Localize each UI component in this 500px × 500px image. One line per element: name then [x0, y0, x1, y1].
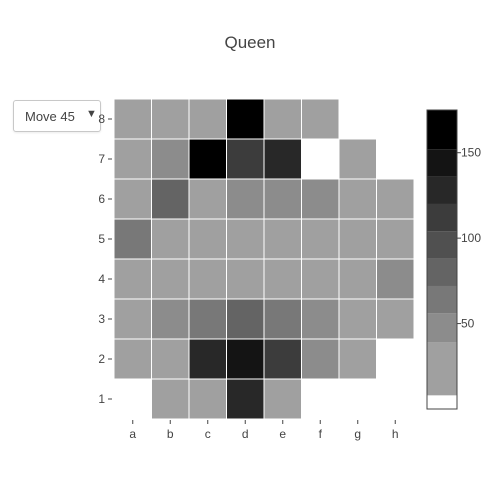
heatmap-cell-g2 [338, 338, 377, 380]
heatmap-cell-e7 [263, 138, 302, 180]
heatmap-cell-d1 [226, 378, 265, 420]
colorbar-segment [427, 313, 457, 343]
heatmap-cell-b5 [151, 218, 190, 260]
y-tick-label: 5 [98, 232, 105, 246]
heatmap-cell-c5 [188, 218, 227, 260]
heatmap-cell-d3 [226, 298, 265, 340]
heatmap-cell-d4 [226, 258, 265, 300]
colorbar-segment [427, 342, 457, 396]
colorbar-segment [427, 149, 457, 177]
y-axis-ticks: 1 2 3 4 5 6 7 8 [98, 112, 112, 406]
heatmap-cell-a3 [113, 298, 152, 340]
heatmap-cell-c1 [188, 378, 227, 420]
y-tick-label: 8 [98, 112, 105, 126]
x-axis-ticks: a b c d e f g h [129, 420, 399, 441]
x-tick-label: a [129, 427, 136, 441]
heatmap-cell-f5 [301, 218, 340, 260]
heatmap-cell-f2 [301, 338, 340, 380]
y-tick-label: 1 [98, 392, 105, 406]
x-tick-label: c [205, 427, 211, 441]
heatmap-cell-c3 [188, 298, 227, 340]
heatmap-cell-b7 [151, 138, 190, 180]
heatmap-cell-f8 [301, 98, 340, 140]
y-tick-label: 3 [98, 312, 105, 326]
heatmap-cell-a4 [113, 258, 152, 300]
colorbar: 50 100 150 [426, 109, 481, 410]
heatmap-cell-e6 [263, 178, 302, 220]
heatmap-cell-d7 [226, 138, 265, 180]
heatmap-cell-b2 [151, 338, 190, 380]
x-tick-label: d [242, 427, 249, 441]
heatmap-cells [113, 98, 415, 420]
heatmap-cell-b8 [151, 98, 190, 140]
colorbar-tick-label: 150 [461, 146, 481, 160]
heatmap-cell-c7 [188, 138, 227, 180]
colorbar-segment [427, 258, 457, 286]
chevron-down-icon: ▼ [86, 108, 97, 120]
heatmap-cell-g4 [338, 258, 377, 300]
colorbar-segment [427, 203, 457, 232]
heatmap-cell-b3 [151, 298, 190, 340]
heatmap-cell-b1 [151, 378, 190, 420]
heatmap-cell-c4 [188, 258, 227, 300]
heatmap-cell-a5 [113, 218, 152, 260]
heatmap-cell-f4 [301, 258, 340, 300]
heatmap-cell-a6 [113, 178, 152, 220]
heatmap-cell-f6 [301, 178, 340, 220]
colorbar-segment [427, 110, 457, 150]
y-tick-label: 4 [98, 272, 105, 286]
colorbar-segment [427, 231, 457, 259]
colorbar-segment [427, 176, 457, 204]
heatmap-cell-h4 [376, 258, 415, 300]
heatmap-cell-e1 [263, 378, 302, 420]
heatmap-cell-c6 [188, 178, 227, 220]
heatmap-cell-f3 [301, 298, 340, 340]
dropdown-selected-label: Move 45 [25, 109, 75, 124]
colorbar-outline [426, 109, 458, 410]
heatmap-cell-c8 [188, 98, 227, 140]
move-dropdown[interactable]: Move 45 ▼ [13, 100, 101, 132]
colorbar-tick-label: 50 [461, 317, 475, 331]
heatmap-cell-a7 [113, 138, 152, 180]
heatmap-cell-e8 [263, 98, 302, 140]
heatmap-cell-b6 [151, 178, 190, 220]
heatmap-cell-h6 [376, 178, 415, 220]
heatmap-cell-d5 [226, 218, 265, 260]
y-tick-label: 6 [98, 192, 105, 206]
x-tick-label: g [354, 427, 361, 441]
heatmap-cell-h5 [376, 218, 415, 260]
heatmap-cell-d6 [226, 178, 265, 220]
y-tick-label: 2 [98, 352, 105, 366]
colorbar-tick-label: 100 [461, 231, 481, 245]
x-tick-label: f [319, 427, 323, 441]
heatmap-cell-d8 [226, 98, 265, 140]
heatmap-cell-e3 [263, 298, 302, 340]
x-tick-label: b [167, 427, 174, 441]
heatmap-cell-h3 [376, 298, 415, 340]
heatmap-cell-a2 [113, 338, 152, 380]
heatmap-cell-d2 [226, 338, 265, 380]
heatmap-cell-e5 [263, 218, 302, 260]
x-tick-label: h [392, 427, 399, 441]
heatmap-cell-g3 [338, 298, 377, 340]
colorbar-segment [427, 395, 457, 409]
colorbar-segment [427, 285, 457, 314]
heatmap-cell-e4 [263, 258, 302, 300]
heatmap-cell-a8 [113, 98, 152, 140]
x-tick-label: e [279, 427, 286, 441]
y-tick-label: 7 [98, 152, 105, 166]
chart-title: Queen [224, 33, 276, 52]
heatmap-cell-g6 [338, 178, 377, 220]
heatmap-cell-g7 [338, 138, 377, 180]
heatmap-cell-b4 [151, 258, 190, 300]
heatmap-cell-e2 [263, 338, 302, 380]
heatmap-cell-g5 [338, 218, 377, 260]
heatmap-cell-c2 [188, 338, 227, 380]
